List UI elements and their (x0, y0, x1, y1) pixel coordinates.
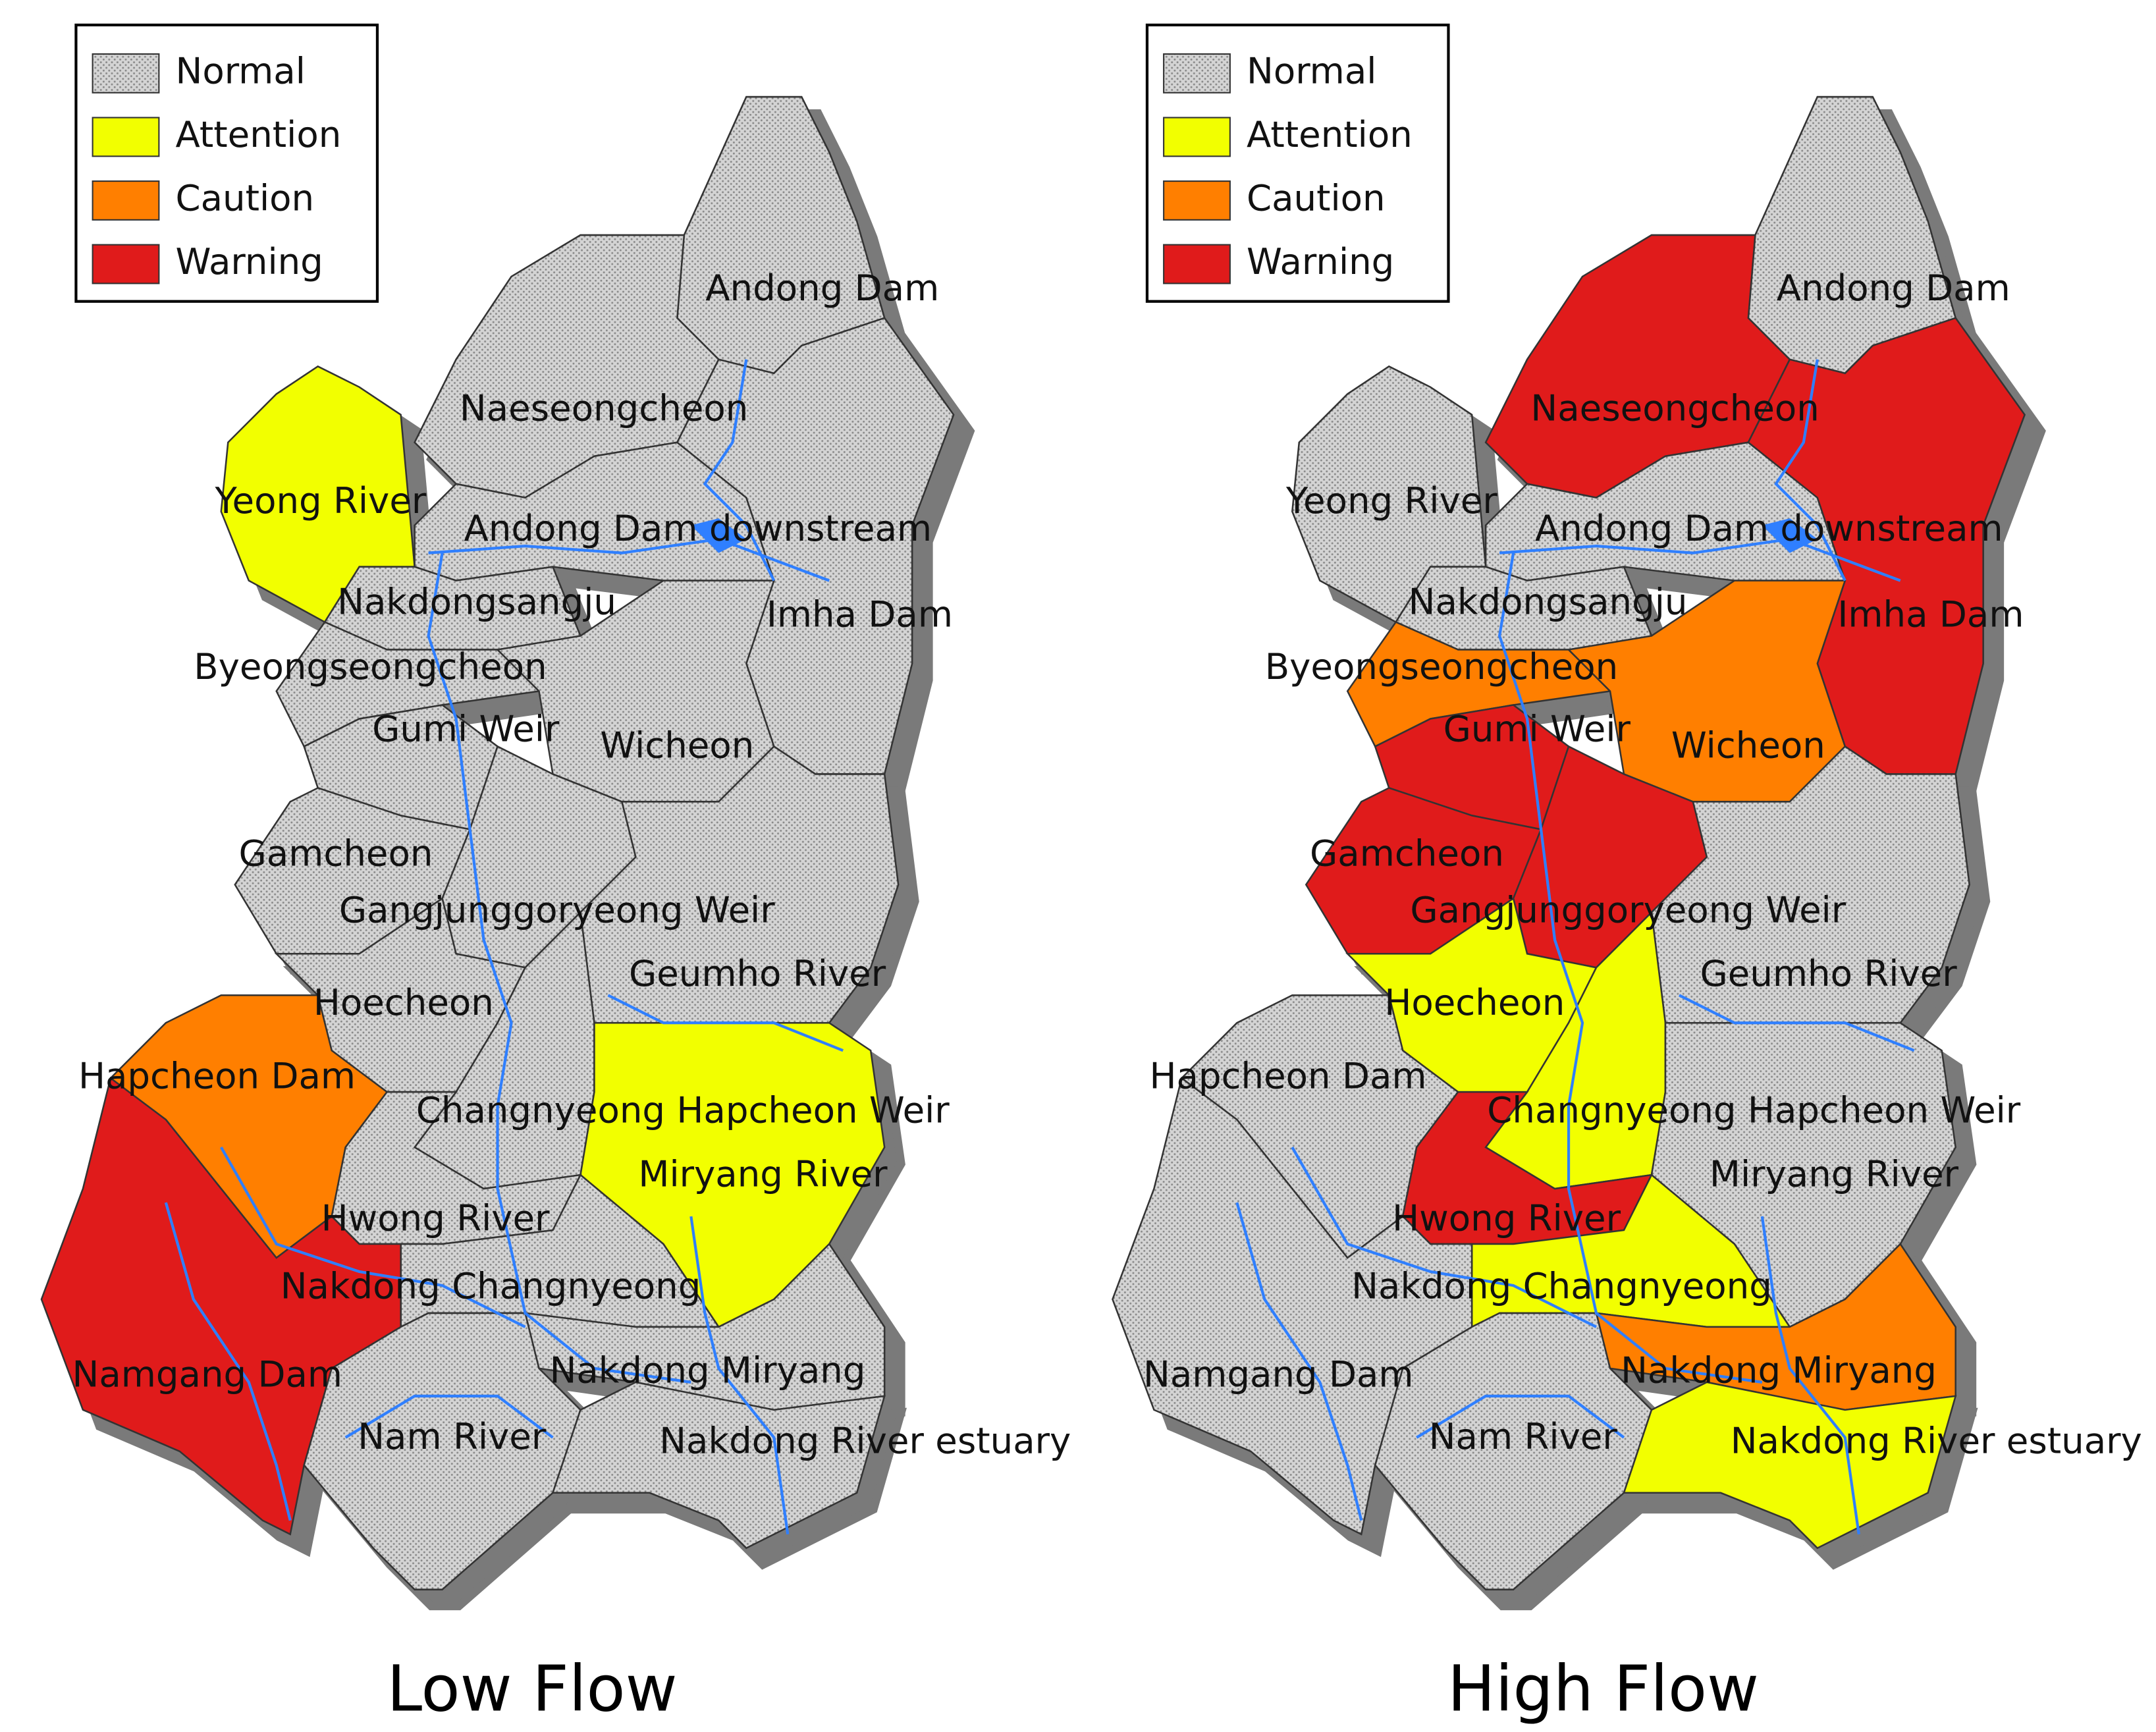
river (219, 1147, 526, 1328)
region-label: Imha Dam (1837, 593, 2024, 635)
region-label: Nakdongsangju (337, 580, 616, 622)
legend-label: Attention (1247, 113, 1413, 155)
region-label: Nakdongsangju (1409, 580, 1688, 622)
region (524, 1243, 886, 1411)
region-label: Andong Dam (1777, 267, 2010, 309)
legend-label: Attention (176, 113, 342, 155)
river (703, 359, 776, 582)
legend-label: Normal (1247, 50, 1376, 92)
map: Andong Dam Naeseongcheon Yeong River Andong… (1112, 23, 2142, 1725)
region-label: Gangjunggoryeong Weir (339, 888, 775, 931)
map: Andong Dam Naeseongcheon Yeong River Andong… (40, 23, 1071, 1725)
region-label: Hapcheon Dam (78, 1054, 356, 1096)
region-label: Hapcheon Dam (1149, 1054, 1426, 1096)
legend-swatch (92, 117, 160, 157)
region (1595, 1243, 1956, 1411)
river (1774, 359, 1846, 582)
legend-swatch (92, 244, 160, 284)
reservoir (691, 518, 747, 553)
region (40, 1077, 402, 1536)
region (551, 1381, 886, 1550)
region-label: Hoecheon (1384, 981, 1565, 1023)
region-label: Gamcheon (239, 832, 433, 874)
river (344, 1394, 554, 1439)
region-label: Naeseongcheon (460, 387, 748, 429)
river (607, 994, 844, 1052)
river (1499, 537, 1901, 582)
reservoir (1762, 518, 1818, 553)
legend-label: Warning (1247, 240, 1394, 283)
region-label: Gumi Weir (1443, 708, 1631, 750)
legend-swatch (1163, 180, 1231, 221)
river (1291, 1147, 1597, 1328)
river (1760, 1216, 1860, 1535)
region-label: Yeong River (1285, 479, 1497, 522)
region-label: Changnyeong Hapcheon Weir (416, 1089, 950, 1131)
legend-label: Warning (176, 240, 323, 283)
region-label: Geumho River (1700, 952, 1958, 994)
region-label: Andong Dam (705, 267, 939, 309)
region-label: Nam River (358, 1415, 547, 1457)
region (1112, 1077, 1473, 1536)
legend-swatch (1163, 53, 1231, 94)
region-label: Gumi Weir (372, 708, 560, 750)
region-label: Nakdong River estuary (659, 1419, 1071, 1461)
region-label: Nam River (1429, 1415, 1618, 1457)
region-label: Byeongseongcheon (1265, 645, 1618, 688)
river (1679, 994, 1915, 1052)
river (1416, 1394, 1625, 1439)
legend-swatch (92, 53, 160, 94)
region-label: Nakdong Miryang (550, 1349, 866, 1391)
region-label: Miryang River (1710, 1152, 1959, 1195)
legend-swatch (92, 180, 160, 221)
legend-label: Normal (176, 50, 306, 92)
map-title: Low Flow (387, 1651, 677, 1725)
region-label: Hoecheon (313, 981, 494, 1023)
legend-label: Caution (176, 177, 315, 219)
region-label: Byeongseongcheon (194, 645, 547, 688)
region (1623, 1381, 1957, 1550)
river (1235, 1202, 1363, 1521)
region-label: Changnyeong Hapcheon Weir (1487, 1089, 2021, 1131)
region-label: Imha Dam (767, 593, 953, 635)
region-label: Andong Dam downstream (1535, 507, 2003, 549)
river (164, 1202, 292, 1521)
map-title: High Flow (1447, 1651, 1759, 1725)
region-label: Hwong River (321, 1197, 550, 1239)
region-label: Gangjunggoryeong Weir (1410, 888, 1846, 931)
region-label: Nakdong Changnyeong (1351, 1264, 1772, 1307)
river (427, 553, 691, 1384)
region-label: Geumho River (629, 952, 886, 994)
region-label: Hwong River (1392, 1197, 1621, 1239)
legend-swatch (1163, 117, 1231, 157)
region-label: Namgang Dam (72, 1353, 343, 1395)
region-label: Wicheon (600, 724, 754, 767)
river (689, 1216, 790, 1535)
region-label: Miryang River (638, 1152, 888, 1195)
region-label: Nakdong Changnyeong (281, 1264, 701, 1307)
region-label: Nakdong River estuary (1731, 1419, 2142, 1461)
region-label: Wicheon (1671, 724, 1825, 767)
region-label: Gamcheon (1310, 832, 1504, 874)
region-label: Andong Dam downstream (464, 507, 932, 549)
river (1497, 553, 1763, 1384)
river (428, 537, 830, 582)
region-label: Namgang Dam (1143, 1353, 1414, 1395)
legend-swatch (1163, 244, 1231, 284)
region-label: Naeseongcheon (1530, 387, 1819, 429)
legend-label: Caution (1247, 177, 1386, 219)
region-label: Nakdong Miryang (1621, 1349, 1937, 1391)
region-label: Yeong River (214, 479, 426, 522)
